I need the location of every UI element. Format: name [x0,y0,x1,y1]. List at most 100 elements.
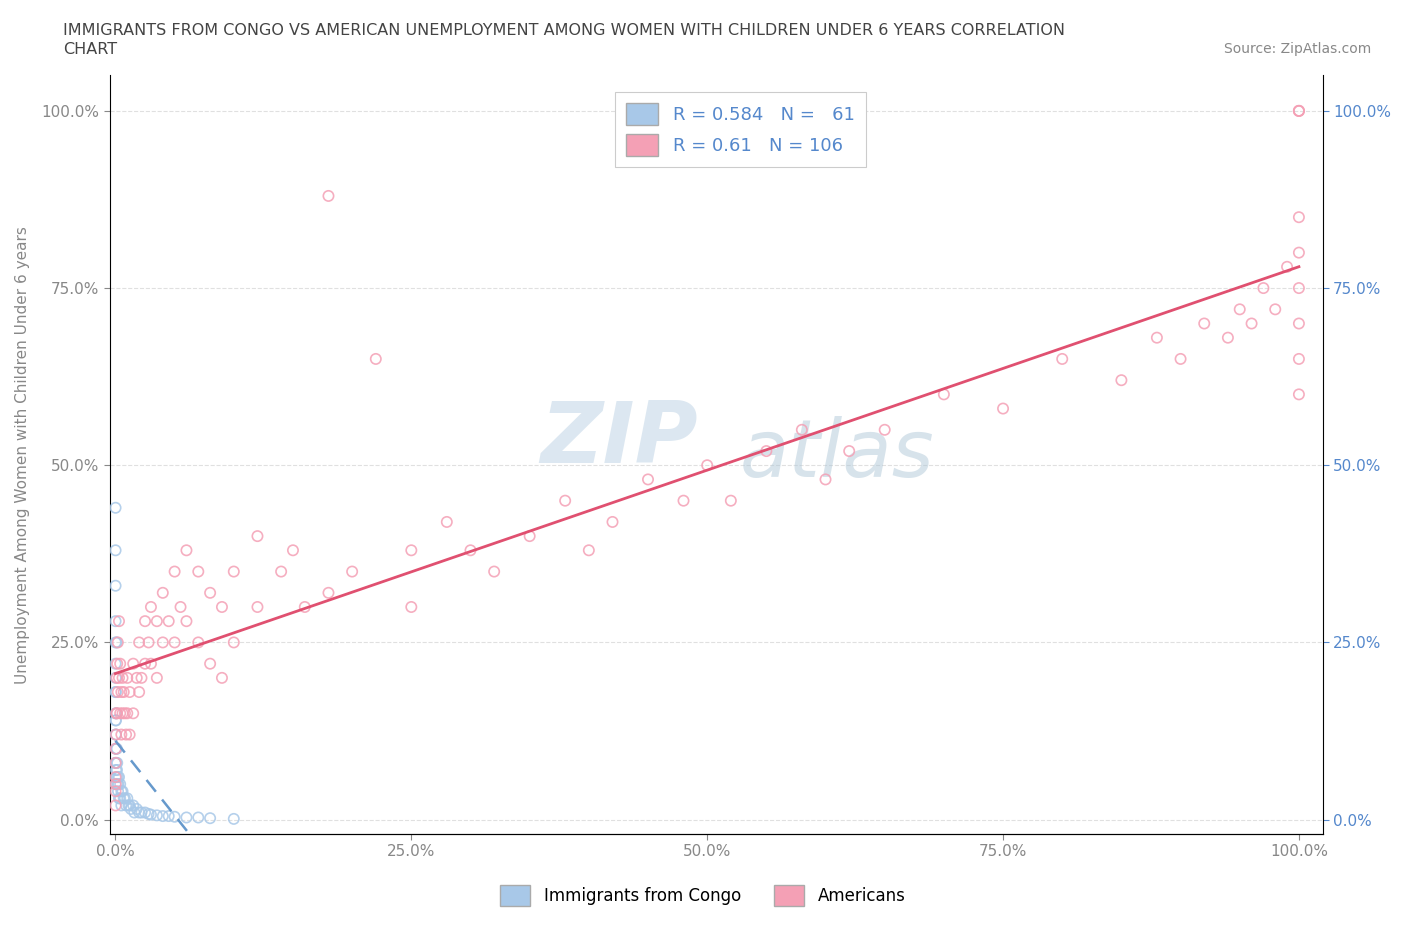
Point [117,798,139,813]
Point [1288,352,1310,366]
Point [131,805,153,820]
Point [222,565,245,579]
Point [1050,352,1073,366]
Point [104,500,127,515]
Point [105,671,128,685]
Point [519,528,541,543]
Point [111,784,134,799]
Point [118,684,141,699]
Point [104,657,127,671]
Point [211,671,233,685]
Point [146,614,169,629]
Point [104,755,127,770]
Point [105,763,128,777]
Point [105,727,128,742]
Point [108,614,131,629]
Point [117,671,139,685]
Point [1275,259,1298,274]
Point [110,798,132,813]
Point [122,706,145,721]
Text: ZIP: ZIP [540,398,697,481]
Point [120,802,142,817]
Point [932,387,955,402]
Point [1240,316,1263,331]
Legend: Immigrants from Congo, Americans: Immigrants from Congo, Americans [494,879,912,912]
Point [1288,387,1310,402]
Point [1288,210,1310,225]
Point [128,635,150,650]
Point [436,514,458,529]
Point [124,805,146,820]
Text: CHART: CHART [63,42,117,57]
Point [139,600,162,615]
Point [1288,103,1310,118]
Point [125,802,148,817]
Point [104,741,127,756]
Point [110,727,132,742]
Point [169,600,191,615]
Point [104,684,127,699]
Point [107,770,129,785]
Point [163,635,186,650]
Point [1170,352,1192,366]
Point [115,798,138,813]
Point [105,741,128,756]
Point [107,777,129,791]
Point [163,565,186,579]
Point [108,770,131,785]
Point [1288,246,1310,260]
Point [139,807,162,822]
Point [318,189,340,204]
Point [814,472,837,487]
Point [637,472,659,487]
Point [134,614,156,629]
Text: IMMIGRANTS FROM CONGO VS AMERICAN UNEMPLOYMENT AMONG WOMEN WITH CHILDREN UNDER 6: IMMIGRANTS FROM CONGO VS AMERICAN UNEMPL… [63,23,1066,38]
Point [108,657,131,671]
Point [105,763,128,777]
Point [554,493,576,508]
Point [128,805,150,820]
Point [1216,330,1239,345]
Point [152,808,174,823]
Point [108,790,131,805]
Point [294,600,316,615]
Point [104,755,127,770]
Point [720,493,742,508]
Point [104,614,127,629]
Point [1192,316,1215,331]
Point [602,514,624,529]
Point [118,727,141,742]
Point [110,784,132,799]
Point [222,635,245,650]
Point [152,635,174,650]
Point [696,458,718,472]
Point [364,352,387,366]
Point [107,635,129,650]
Point [198,585,221,600]
Point [105,706,128,721]
Point [318,585,340,600]
Point [187,810,209,825]
Point [1253,281,1275,296]
Point [114,706,136,721]
Point [1264,302,1286,317]
Point [112,684,135,699]
Point [672,493,695,508]
Point [176,614,198,629]
Point [222,812,245,827]
Point [211,600,233,615]
Point [163,809,186,824]
Point [111,706,134,721]
Point [1288,316,1310,331]
Point [108,706,131,721]
Point [110,684,132,699]
Point [838,444,860,458]
Point [108,671,131,685]
Point [138,635,160,650]
Point [104,713,127,728]
Point [105,635,128,650]
Point [104,777,127,791]
Point [105,727,128,742]
Point [157,614,180,629]
Point [873,422,896,437]
